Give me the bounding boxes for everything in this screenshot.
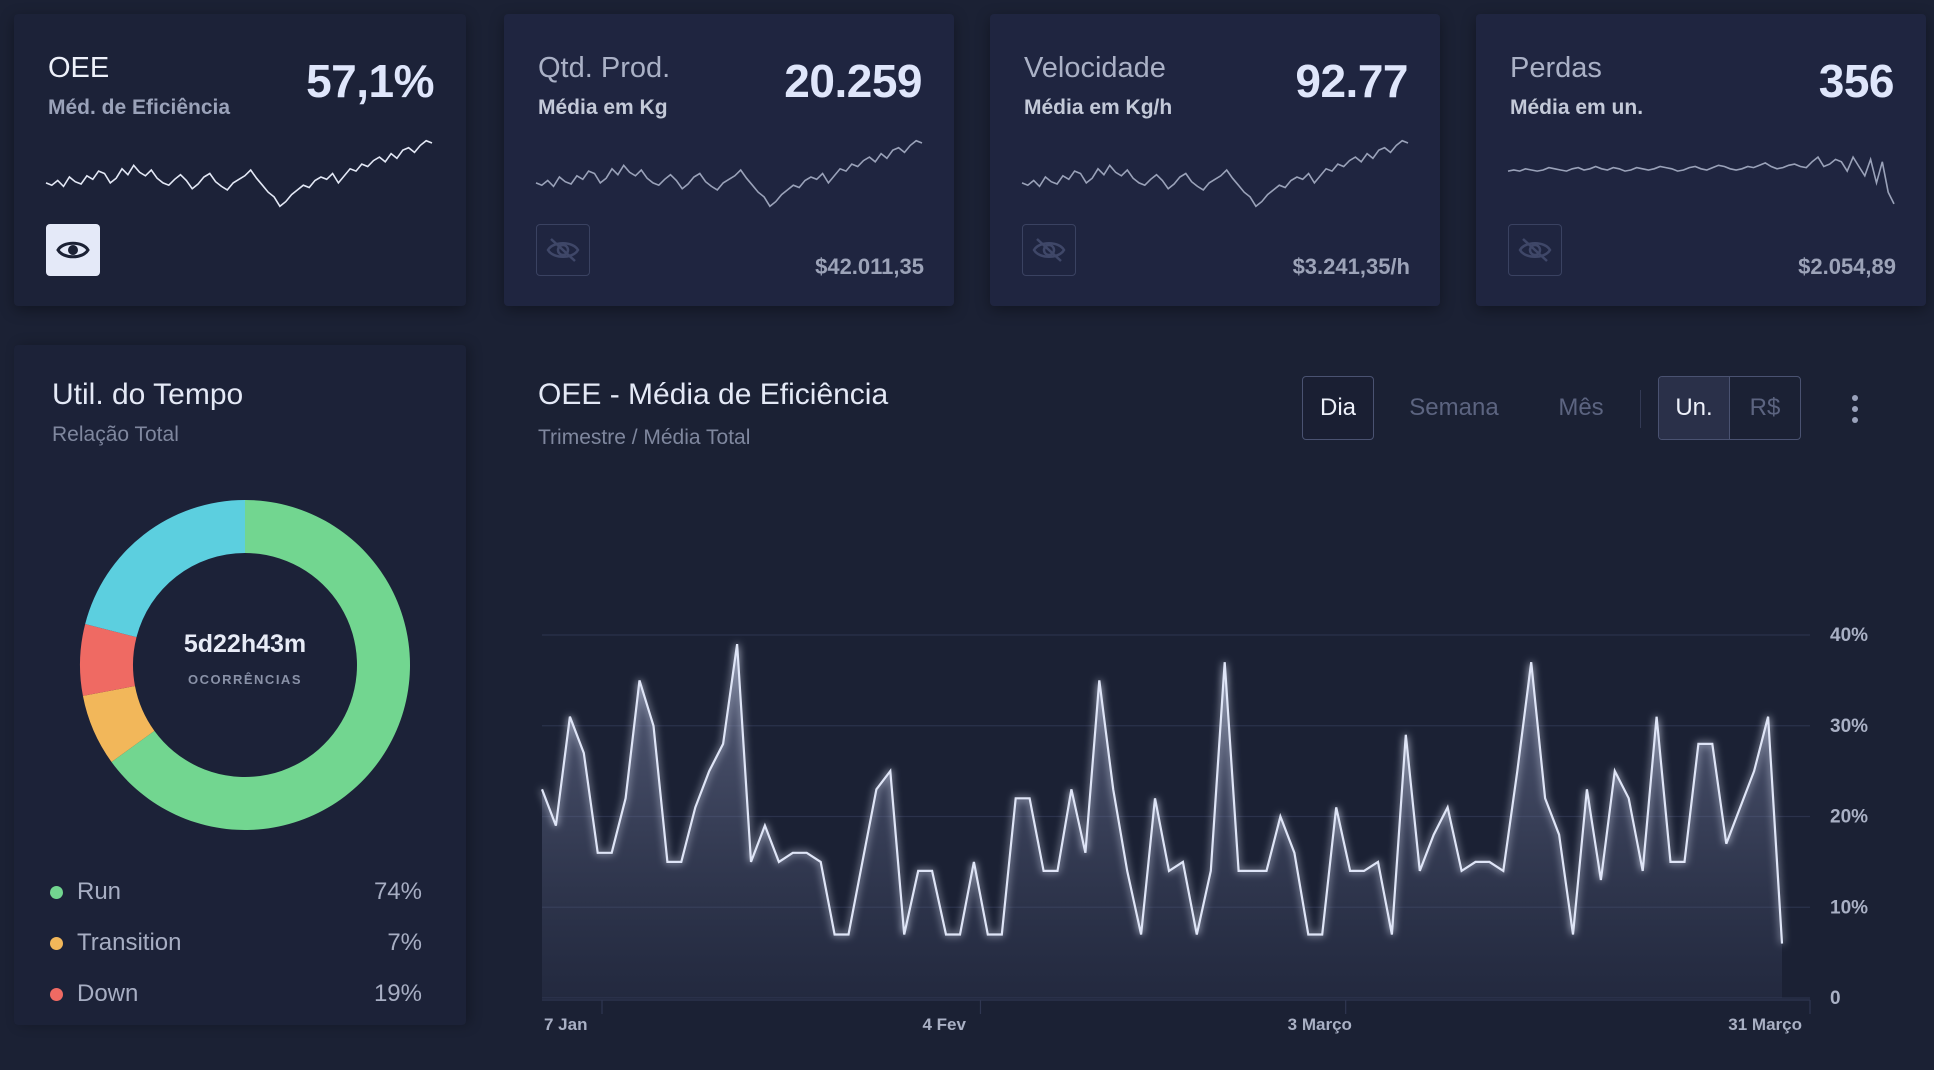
kpi-value: 20.259 bbox=[784, 55, 922, 107]
legend-label: Run bbox=[77, 878, 122, 905]
kpi-title: Qtd. Prod. bbox=[538, 52, 671, 84]
kpi-subtitle: Média em Kg/h bbox=[1024, 96, 1173, 119]
legend-percent: 7% bbox=[387, 929, 422, 956]
period-day-button[interactable]: Dia bbox=[1302, 376, 1374, 440]
donut-slice-transition bbox=[82, 685, 155, 762]
legend-item-run: Run 74% bbox=[50, 876, 422, 908]
kpi-sparkline bbox=[1507, 155, 1895, 205]
period-month-button[interactable]: Mês bbox=[1558, 394, 1604, 421]
donut-slice-other bbox=[85, 500, 245, 638]
kpi-value: 92.77 bbox=[1295, 55, 1408, 107]
more-dot bbox=[1852, 417, 1858, 423]
x-tick-label: 4 Fev bbox=[922, 1015, 966, 1034]
kpi-sparkline bbox=[45, 139, 433, 208]
eye-off-icon bbox=[1518, 238, 1552, 262]
kpi-subtitle: Méd. de Eficiência bbox=[48, 96, 231, 119]
y-tick-label: 10% bbox=[1830, 897, 1868, 918]
y-tick-label: 40% bbox=[1830, 625, 1868, 646]
sparkline-path bbox=[1507, 155, 1895, 205]
x-tick-label: 31 Março bbox=[1728, 1015, 1802, 1034]
kpi-sparkline bbox=[535, 139, 923, 208]
legend-dot bbox=[50, 987, 63, 1001]
legend-dot bbox=[50, 936, 63, 950]
legend-item-down: Down 19% bbox=[50, 978, 422, 1010]
kpi-subtitle: Média em Kg bbox=[538, 96, 668, 119]
kpi-title: Perdas bbox=[1510, 52, 1602, 84]
eye-off-icon bbox=[546, 238, 580, 262]
y-tick-label: 0 bbox=[1830, 988, 1841, 1009]
kpi-value: 57,1% bbox=[306, 55, 434, 107]
more-dot bbox=[1852, 395, 1858, 401]
kpi-card-oee[interactable]: OEE Méd. de Eficiência 57,1% bbox=[14, 14, 466, 306]
sparkline-path bbox=[1021, 139, 1409, 208]
kpi-card-perdas[interactable]: Perdas Média em un. 356 $2.054,89 bbox=[1476, 14, 1926, 306]
eye-off-icon bbox=[1032, 238, 1066, 262]
donut-slice-run bbox=[111, 500, 410, 830]
x-tick-label: 7 Jan bbox=[544, 1015, 587, 1034]
kpi-title: OEE bbox=[48, 52, 110, 84]
y-tick-label: 30% bbox=[1830, 716, 1868, 737]
kpi-title: Velocidade bbox=[1024, 52, 1166, 84]
eye-icon bbox=[56, 241, 90, 259]
kpi-sparkline bbox=[1021, 139, 1409, 208]
legend-percent: 19% bbox=[373, 980, 422, 1007]
kpi-money-value: $42.011,35 bbox=[815, 254, 924, 279]
main-chart-subtitle: Trimestre / Média Total bbox=[538, 426, 751, 449]
visibility-toggle-button[interactable] bbox=[1022, 224, 1076, 276]
more-options-icon[interactable] bbox=[1838, 390, 1872, 428]
oee-area-chart: 0 10% 20% 30% 40% 7 Jan 4 Fev 3 Março 31 Março bbox=[540, 625, 1868, 1034]
kpi-subtitle: Média em un. bbox=[1510, 96, 1644, 119]
y-tick-label: 20% bbox=[1830, 807, 1868, 828]
visibility-toggle-button[interactable] bbox=[46, 224, 100, 276]
visibility-toggle-button[interactable] bbox=[1508, 224, 1562, 276]
more-dot bbox=[1852, 406, 1858, 412]
area-fill bbox=[542, 644, 1782, 998]
unit-currency-button[interactable]: R$ bbox=[1749, 394, 1781, 421]
sparkline-path bbox=[45, 139, 433, 208]
time-util-title: Util. do Tempo bbox=[52, 378, 244, 411]
period-week-button[interactable]: Semana bbox=[1409, 394, 1499, 421]
unit-toggle-group: Un. R$ bbox=[1658, 376, 1801, 440]
legend-label: Transition bbox=[77, 929, 182, 956]
kpi-card-velocidade[interactable]: Velocidade Média em Kg/h 92.77 $3.241,35… bbox=[990, 14, 1440, 306]
kpi-value: 356 bbox=[1818, 55, 1895, 107]
x-tick-label: 3 Março bbox=[1288, 1015, 1352, 1034]
legend-label: Down bbox=[77, 980, 139, 1007]
kpi-money-value: $3.241,35/h bbox=[1292, 254, 1410, 279]
sparkline-path bbox=[535, 139, 923, 208]
series-line bbox=[540, 643, 1784, 944]
donut-center-label: OCORRÊNCIAS bbox=[187, 672, 302, 687]
toolbar-divider bbox=[1640, 390, 1641, 428]
legend-item-transition: Transition 7% bbox=[50, 927, 422, 959]
donut-slice-down bbox=[80, 623, 137, 696]
main-chart-title: OEE - Média de Eficiência bbox=[538, 378, 889, 411]
time-util-subtitle: Relação Total bbox=[52, 423, 179, 446]
time-util-donut-chart bbox=[80, 500, 410, 830]
legend-percent: 74% bbox=[373, 878, 422, 905]
kpi-card-qtd-prod[interactable]: Qtd. Prod. Média em Kg 20.259 $42.011,35 bbox=[504, 14, 954, 306]
legend-dot bbox=[50, 885, 63, 899]
donut-center-value: 5d22h43m bbox=[183, 630, 307, 658]
unit-units-button[interactable]: Un. bbox=[1659, 377, 1730, 439]
kpi-money-value: $2.054,89 bbox=[1798, 254, 1896, 279]
visibility-toggle-button[interactable] bbox=[536, 224, 590, 276]
